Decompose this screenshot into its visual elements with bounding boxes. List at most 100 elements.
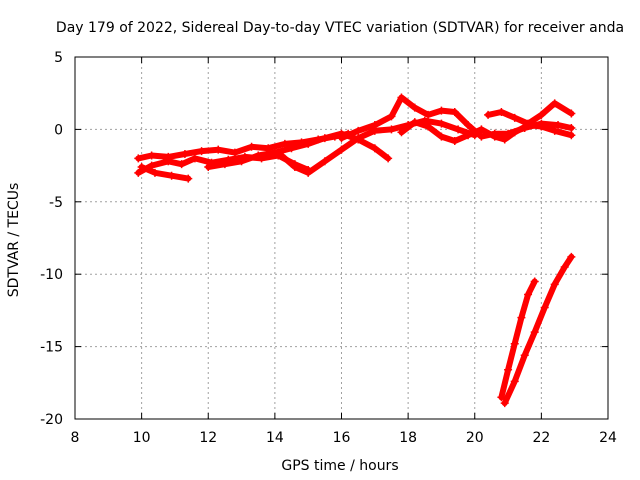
- data-point: [554, 121, 563, 130]
- data-point: [490, 132, 499, 141]
- axis-ticks: 8 10 12 14 16 18 20 22 24 5 0 -5 -10 -15 -20: [40, 50, 617, 446]
- data-point: [424, 110, 433, 119]
- data-point: [277, 151, 286, 160]
- data-point: [254, 151, 263, 160]
- data-point: [320, 134, 329, 143]
- data-point: [477, 125, 486, 134]
- data-point: [437, 106, 446, 115]
- data-point: [497, 393, 506, 402]
- data-point: [337, 145, 346, 154]
- y-tick-label: -15: [40, 340, 63, 356]
- data-point: [510, 113, 519, 122]
- data-point: [437, 119, 446, 128]
- x-tick-label: 18: [399, 430, 417, 446]
- data-point: [454, 125, 463, 134]
- data-point: [270, 148, 279, 157]
- series-line: [138, 164, 192, 182]
- data-point: [304, 168, 313, 177]
- data-point: [287, 144, 296, 153]
- data-point: [247, 142, 256, 151]
- data-point: [450, 136, 459, 145]
- data-point: [484, 110, 493, 119]
- data-point: [337, 134, 346, 143]
- data-point: [384, 154, 393, 163]
- data-point: [410, 118, 419, 127]
- data-point: [230, 148, 239, 157]
- data-point: [370, 121, 379, 130]
- y-tick-label: 5: [54, 50, 63, 66]
- series-track-i: [497, 277, 539, 402]
- x-tick-label: 20: [466, 430, 484, 446]
- data-point: [517, 313, 526, 322]
- data-point: [354, 126, 363, 135]
- x-tick-label: 12: [199, 430, 217, 446]
- data-point: [567, 109, 576, 118]
- series-track-c: [137, 163, 193, 183]
- data-point: [524, 290, 533, 299]
- chart-title: Day 179 of 2022, Sidereal Day-to-day VTE…: [56, 20, 624, 36]
- data-point: [290, 163, 299, 172]
- series-line: [501, 253, 575, 407]
- data-point: [530, 328, 539, 337]
- data-point: [560, 262, 569, 271]
- y-tick-label: -10: [40, 267, 63, 283]
- data-point: [134, 154, 143, 163]
- x-tick-label: 24: [599, 430, 617, 446]
- data-point: [354, 134, 363, 143]
- data-point: [567, 123, 576, 132]
- data-point: [204, 163, 213, 172]
- data-point: [550, 280, 559, 289]
- data-point: [540, 303, 549, 312]
- data-point: [237, 157, 246, 166]
- data-point: [320, 157, 329, 166]
- data-point: [220, 160, 229, 169]
- data-point: [510, 128, 519, 137]
- data-point: [190, 154, 199, 163]
- data-point: [304, 139, 313, 148]
- data-point: [464, 131, 473, 140]
- data-point: [567, 252, 576, 261]
- data-point: [150, 168, 159, 177]
- x-tick-label: 8: [71, 430, 80, 446]
- data-point: [177, 160, 186, 169]
- data-point: [450, 108, 459, 117]
- y-tick-label: 0: [54, 122, 63, 138]
- data-points: [134, 93, 576, 408]
- data-point: [137, 163, 146, 172]
- data-point: [500, 135, 509, 144]
- y-tick-label: -5: [49, 195, 63, 211]
- data-point: [387, 112, 396, 121]
- data-point: [147, 151, 156, 160]
- data-point: [397, 93, 406, 102]
- data-point: [164, 157, 173, 166]
- data-point: [537, 110, 546, 119]
- x-tick-label: 14: [266, 430, 284, 446]
- data-point: [504, 365, 513, 374]
- data-point: [184, 174, 193, 183]
- data-point: [370, 144, 379, 153]
- series-track-e: [277, 116, 479, 177]
- x-axis-label: GPS time / hours: [281, 458, 398, 474]
- series-track-h: [484, 99, 576, 128]
- data-point: [167, 171, 176, 180]
- series-track-g: [397, 118, 576, 145]
- y-axis-label: SDTVAR / TECUs: [6, 183, 22, 298]
- data-point: [510, 339, 519, 348]
- data-point: [567, 131, 576, 140]
- data-point: [464, 121, 473, 130]
- data-point: [387, 125, 396, 134]
- data-point: [537, 122, 546, 131]
- data-point: [477, 132, 486, 141]
- x-tick-label: 16: [333, 430, 351, 446]
- data-point: [550, 126, 559, 135]
- data-point: [214, 145, 223, 154]
- data-point: [397, 128, 406, 137]
- data-point: [424, 122, 433, 131]
- series-line: [498, 278, 538, 401]
- data-point: [410, 103, 419, 112]
- y-tick-label: -20: [40, 412, 63, 428]
- data-point: [197, 147, 206, 156]
- data-point: [510, 377, 519, 386]
